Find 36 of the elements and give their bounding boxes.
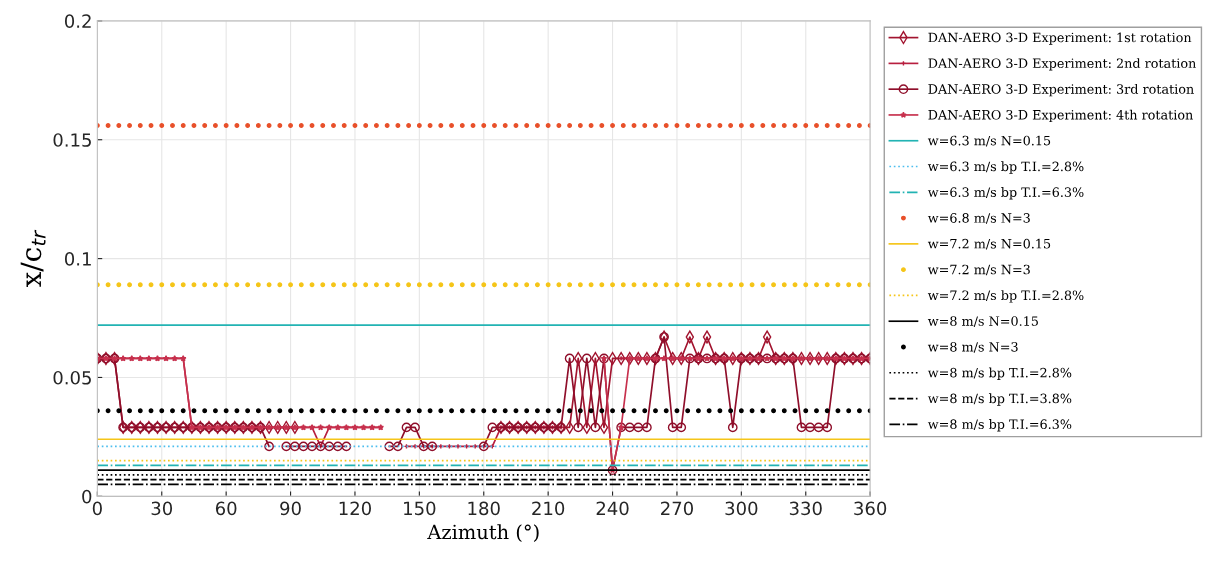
legend-label: w=6.3 m/s N=0.15	[927, 135, 1051, 147]
legend-label: DAN-AERO 3-D Experiment: 3rd rotation	[928, 83, 1194, 97]
y-tick-label: 0	[82, 489, 92, 504]
x-tick-label: 90	[280, 501, 301, 516]
y-tick-label: 0.2	[64, 14, 91, 28]
y-axis-title: x/c$_{tr}$	[20, 229, 46, 288]
x-tick-label: 270	[661, 501, 693, 516]
legend-label: w=6.3 m/s bp T.I.=6.3%	[927, 187, 1084, 200]
x-tick-label: 360	[854, 501, 887, 516]
legend-label: w=7.2 m/s bp T.I.=2.8%	[927, 290, 1084, 303]
legend-label: w=8 m/s N=3	[927, 341, 1018, 353]
legend-label: w=6.3 m/s bp T.I.=2.8%	[927, 161, 1084, 174]
legend-label: DAN-AERO 3-D Experiment: 1st rotation	[928, 32, 1192, 45]
x-tick-label: 60	[215, 501, 237, 516]
x-tick-label: 30	[151, 501, 173, 516]
legend-label: w=8 m/s bp T.I.=2.8%	[927, 367, 1072, 380]
y-tick-label: 0.05	[53, 370, 91, 385]
x-tick-label: 300	[725, 501, 758, 516]
legend-label: w=8 m/s N=0.15	[927, 316, 1038, 327]
x-tick-label: 0	[92, 501, 102, 516]
legend-label: w=8 m/s bp T.I.=3.8%	[927, 393, 1072, 406]
x-axis-title: Azimuth (°)	[427, 524, 539, 543]
legend-label: DAN-AERO 3-D Experiment: 4th rotation	[928, 109, 1193, 123]
legend-label: w=6.8 m/s N=3	[927, 213, 1030, 224]
x-tick-label: 180	[468, 501, 500, 516]
x-tick-label: 240	[596, 501, 629, 516]
x-tick-label: 210	[532, 501, 565, 516]
legend-label: w=7.2 m/s N=0.15	[927, 238, 1051, 250]
y-tick-label: 0.1	[64, 252, 91, 266]
legend-label: w=7.2 m/s N=3	[927, 264, 1030, 276]
legend-label: DAN-AERO 3-D Experiment: 2nd rotation	[928, 58, 1196, 71]
x-tick-label: 120	[339, 501, 371, 516]
y-tick-label: 0.15	[53, 133, 91, 147]
x-tick-label: 330	[789, 501, 822, 516]
legend-label: w=8 m/s bp T.I.=6.3%	[927, 419, 1072, 432]
x-tick-label: 150	[404, 501, 436, 516]
